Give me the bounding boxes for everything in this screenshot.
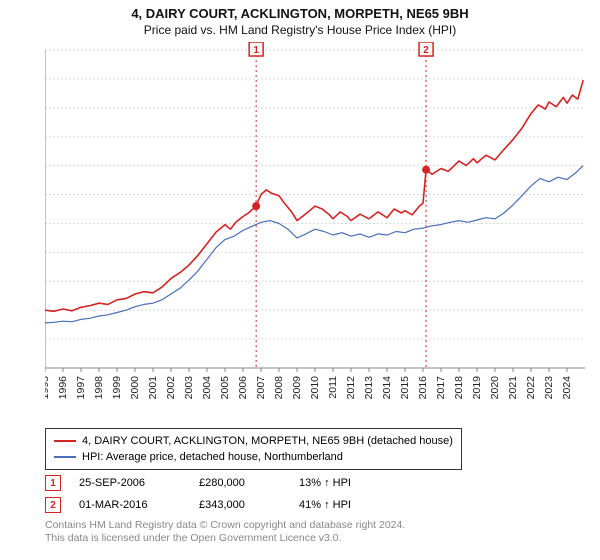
footer-line2: This data is licensed under the Open Gov… [45,532,405,545]
sale-row: 1 25-SEP-2006£280,00013% ↑ HPI [45,472,351,494]
svg-text:2003: 2003 [183,376,195,400]
svg-text:2023: 2023 [543,376,555,400]
chart-container: 4, DAIRY COURT, ACKLINGTON, MORPETH, NE6… [0,0,600,560]
svg-text:2009: 2009 [291,376,303,400]
footer-attribution: Contains HM Land Registry data © Crown c… [45,519,405,545]
svg-text:2019: 2019 [471,376,483,400]
svg-text:1997: 1997 [75,376,87,400]
sale-date: 25-SEP-2006 [79,477,199,489]
svg-text:2005: 2005 [219,376,231,400]
svg-text:2017: 2017 [435,376,447,400]
svg-text:2014: 2014 [381,376,393,400]
sale-hpi-delta: 41% ↑ HPI [299,499,351,511]
legend-swatch [54,456,76,458]
sale-date: 01-MAR-2016 [79,499,199,511]
svg-text:1995: 1995 [45,376,51,400]
legend-swatch [54,440,76,442]
svg-text:1999: 1999 [111,376,123,400]
svg-text:2: 2 [423,45,429,56]
svg-text:2013: 2013 [363,376,375,400]
svg-text:2004: 2004 [201,376,213,400]
sale-price: £280,000 [199,477,299,489]
svg-text:2018: 2018 [453,376,465,400]
svg-text:1998: 1998 [93,376,105,400]
chart-title: 4, DAIRY COURT, ACKLINGTON, MORPETH, NE6… [0,0,600,21]
sales-list: 1 25-SEP-2006£280,00013% ↑ HPI 2 01-MAR-201… [45,472,351,516]
svg-text:1: 1 [253,45,259,56]
svg-text:2007: 2007 [255,376,267,400]
sale-marker-box: 2 [45,497,61,513]
svg-text:2008: 2008 [273,376,285,400]
footer-line1: Contains HM Land Registry data © Crown c… [45,519,405,532]
sale-price: £343,000 [199,499,299,511]
svg-text:2000: 2000 [129,376,141,400]
chart-plot-area: £0£50K£100K£150K£200K£250K£300K£350K£400… [45,42,590,414]
sale-marker-box: 1 [45,475,61,491]
chart-svg: £0£50K£100K£150K£200K£250K£300K£350K£400… [45,42,590,414]
svg-text:2010: 2010 [309,376,321,400]
svg-text:1996: 1996 [57,376,69,400]
svg-text:2021: 2021 [507,376,519,400]
legend-item: 4, DAIRY COURT, ACKLINGTON, MORPETH, NE6… [54,433,453,449]
svg-text:2024: 2024 [561,376,573,400]
svg-text:2012: 2012 [345,376,357,400]
svg-text:2016: 2016 [417,376,429,400]
svg-text:2006: 2006 [237,376,249,400]
legend-label: HPI: Average price, detached house, Nort… [82,449,343,465]
legend-label: 4, DAIRY COURT, ACKLINGTON, MORPETH, NE6… [82,433,453,449]
svg-text:2015: 2015 [399,376,411,400]
svg-text:2001: 2001 [147,376,159,400]
svg-text:2022: 2022 [525,376,537,400]
svg-text:2002: 2002 [165,376,177,400]
svg-text:2020: 2020 [489,376,501,400]
legend-item: HPI: Average price, detached house, Nort… [54,449,453,465]
sale-hpi-delta: 13% ↑ HPI [299,477,351,489]
svg-text:2011: 2011 [327,376,339,399]
chart-subtitle: Price paid vs. HM Land Registry's House … [0,21,600,37]
sale-row: 2 01-MAR-2016£343,00041% ↑ HPI [45,494,351,516]
chart-legend: 4, DAIRY COURT, ACKLINGTON, MORPETH, NE6… [45,428,462,470]
